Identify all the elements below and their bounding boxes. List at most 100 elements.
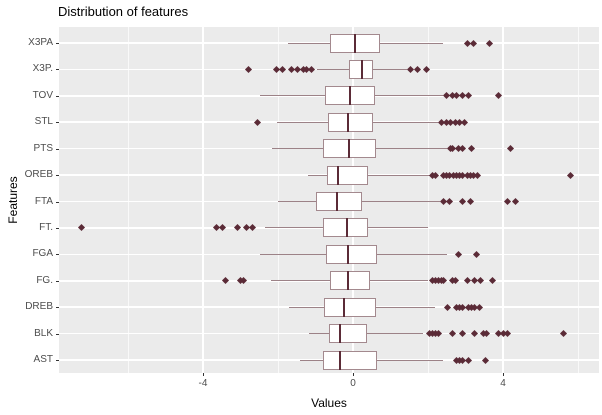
box	[329, 324, 367, 344]
outlier-point	[253, 118, 261, 126]
outlier-point	[244, 65, 252, 73]
gridline-minor-vertical	[577, 27, 579, 373]
median-line	[347, 112, 350, 132]
outlier-point	[494, 92, 502, 100]
outlier-point	[511, 197, 519, 206]
y-axis-tick	[56, 307, 59, 309]
outlier-point	[485, 39, 493, 47]
median-line	[347, 244, 350, 264]
outlier-point	[444, 303, 452, 311]
whisker-left	[300, 359, 323, 361]
box	[348, 59, 373, 79]
outlier-point	[233, 224, 241, 232]
whisker-left	[260, 95, 325, 97]
outlier-point	[464, 356, 472, 364]
median-line	[353, 33, 356, 53]
gridline-minor-vertical	[127, 27, 129, 373]
outlier-point	[559, 330, 567, 338]
outlier-point	[472, 250, 480, 258]
y-axis-tick	[56, 333, 59, 335]
median-line	[338, 324, 341, 344]
y-tick-label: OREB	[24, 169, 53, 181]
x-axis-title: Values	[311, 396, 347, 410]
whisker-right	[366, 333, 424, 335]
whisker-left	[264, 227, 323, 229]
outlier-point	[448, 330, 456, 338]
outlier-point	[77, 224, 85, 232]
y-axis-tick	[56, 95, 59, 97]
y-tick-label: AST	[33, 354, 53, 365]
median-line	[343, 297, 345, 317]
y-tick-label: FTA	[34, 195, 53, 207]
whisker-right	[380, 42, 443, 44]
box	[323, 218, 368, 238]
gridline-minor-vertical	[427, 27, 429, 373]
x-axis-tick	[203, 373, 204, 376]
whisker-right	[372, 121, 439, 123]
chart-title: Distribution of features	[58, 4, 189, 19]
plot-panel	[59, 27, 599, 373]
y-tick-label: FG.	[36, 274, 53, 286]
median-line	[345, 218, 348, 238]
outlier-point	[219, 224, 227, 232]
outlier-point	[477, 277, 485, 285]
whisker-right	[368, 174, 431, 176]
whisker-left	[317, 68, 349, 70]
whisker-right	[377, 359, 443, 361]
median-line	[336, 192, 339, 211]
y-tick-label: FT.	[39, 221, 53, 233]
outlier-point	[488, 277, 496, 285]
x-tick-label: 0	[350, 378, 356, 389]
median-line	[347, 271, 350, 291]
y-axis-tick	[56, 122, 59, 124]
whisker-left	[309, 333, 329, 335]
outlier-point	[406, 65, 414, 73]
x-axis-tick	[503, 373, 504, 376]
outlier-point	[413, 65, 421, 73]
whisker-left	[260, 253, 326, 255]
y-tick-label: X3P.	[32, 63, 53, 75]
outlier-point	[278, 65, 286, 73]
whisker-right	[377, 253, 447, 255]
whisker-right	[375, 306, 436, 308]
median-line	[337, 165, 339, 185]
whisker-right	[369, 280, 428, 282]
box	[315, 192, 362, 211]
whisker-left	[278, 201, 316, 202]
whisker-left	[276, 121, 328, 123]
whisker-left	[272, 148, 323, 150]
box	[326, 165, 368, 185]
outlier-point	[466, 197, 474, 206]
outlier-point	[481, 356, 489, 364]
outlier-point	[503, 197, 511, 206]
outlier-point	[467, 145, 475, 153]
gridline-major-vertical	[202, 27, 204, 373]
y-axis-tick	[56, 43, 59, 44]
outlier-point	[454, 250, 462, 258]
outlier-point	[463, 277, 471, 285]
outlier-point	[459, 197, 467, 206]
whisker-left	[288, 42, 331, 44]
y-axis-tick	[56, 148, 59, 150]
outlier-point	[249, 224, 257, 232]
outlier-point	[445, 197, 453, 206]
box	[327, 112, 373, 132]
whisker-right	[375, 148, 447, 150]
y-tick-label: PTS	[33, 142, 53, 154]
whisker-right	[375, 95, 443, 97]
y-tick-label: BLK	[34, 327, 53, 339]
outlier-point	[222, 277, 230, 285]
outlier-point	[464, 92, 472, 100]
outlier-point	[503, 330, 511, 338]
y-axis-tick	[56, 360, 59, 361]
outlier-point	[307, 65, 315, 73]
whisker-right	[368, 227, 428, 229]
gridline-minor-vertical	[277, 27, 279, 373]
median-line	[338, 350, 341, 370]
x-tick-label: 4	[500, 378, 506, 389]
outlier-point	[566, 171, 574, 179]
y-axis-tick	[56, 201, 59, 203]
y-tick-label: X3PA	[28, 37, 53, 48]
box	[330, 271, 370, 291]
